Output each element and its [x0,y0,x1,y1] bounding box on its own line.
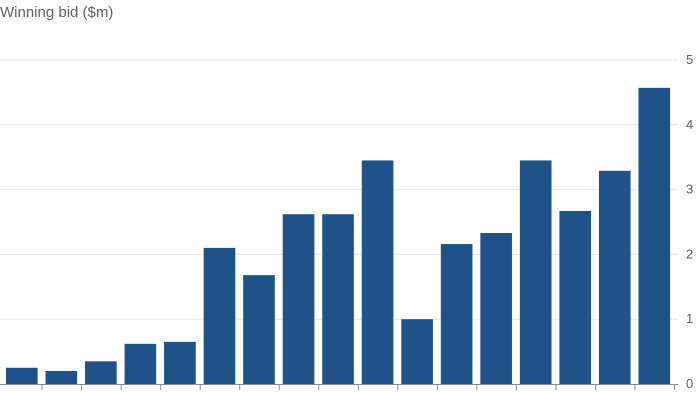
bar [243,275,275,384]
x-axis [0,384,678,390]
y-tick-label: 3 [686,182,693,197]
bar [480,233,512,384]
y-axis-ticks: 0 1 2 3 4 5 [686,52,693,391]
bar [638,87,671,385]
y-tick-label: 1 [686,311,693,326]
y-tick-label: 4 [686,117,693,132]
bar [519,160,552,384]
bar [282,214,315,384]
y-tick-label: 5 [686,52,693,67]
bars [6,87,671,385]
bar [440,244,473,384]
bar [322,214,354,384]
bar [361,160,394,384]
bar [6,367,38,384]
y-tick-label: 0 [686,376,693,391]
bar [598,170,631,384]
y-tick-label: 2 [686,246,693,261]
bar [164,341,196,384]
bar [85,361,117,384]
chart-title: Winning bid ($m) [0,4,114,21]
bar [401,319,433,384]
bar [45,371,78,384]
bar [124,343,157,384]
bar [559,210,592,384]
bar [203,247,236,384]
